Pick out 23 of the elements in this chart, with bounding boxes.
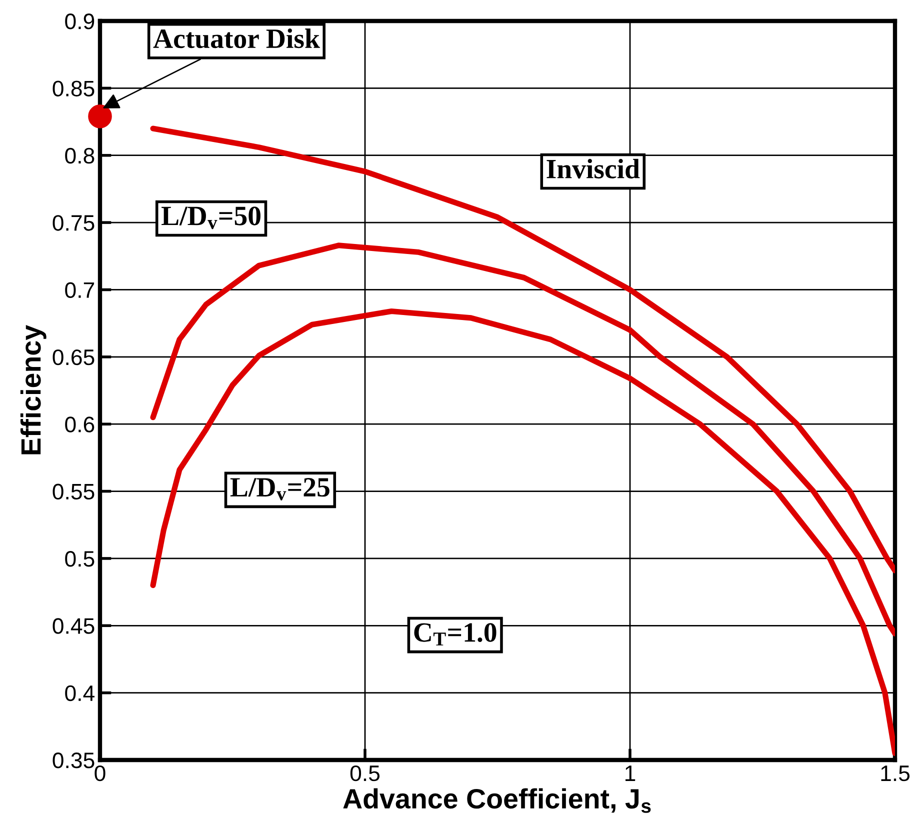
y-tick-label: 0.65: [52, 349, 94, 366]
text: Inviscid: [546, 158, 640, 178]
x-tick-label: 1: [626, 766, 636, 781]
y-tick-label: 0.35: [52, 752, 94, 768]
series-label: L/D$_{v}$=25: [230, 478, 330, 500]
text: Actuator Disk: [153, 28, 320, 48]
series-label: L/D$_{v}$=50: [161, 206, 260, 230]
y-tick-label: 0.7: [65, 282, 94, 298]
x-tick-label: 0.5: [350, 765, 380, 782]
annotation: C$_{T}$=1.0: [414, 623, 496, 646]
y-tick-label: 0.5: [65, 550, 94, 567]
y-tick-label: 0.45: [52, 618, 94, 634]
y-tick-label: 0.85: [52, 80, 94, 96]
x-axis-title: Advance Coefficient, J$_{s}$: [343, 788, 651, 813]
y-tick-label: 0.9: [65, 14, 94, 30]
y-tick-label: 0.8: [65, 148, 94, 164]
x-tick-label: 1.5: [881, 766, 910, 782]
y-tick-label: 0.55: [52, 484, 94, 500]
y-tick-label: 0.4: [65, 685, 94, 702]
y-axis-title: Efficiency: [20, 325, 46, 454]
x-tick-label: 0: [94, 765, 106, 782]
y-tick-label: 0.6: [65, 416, 94, 432]
y-tick-label: 0.75: [52, 215, 94, 231]
